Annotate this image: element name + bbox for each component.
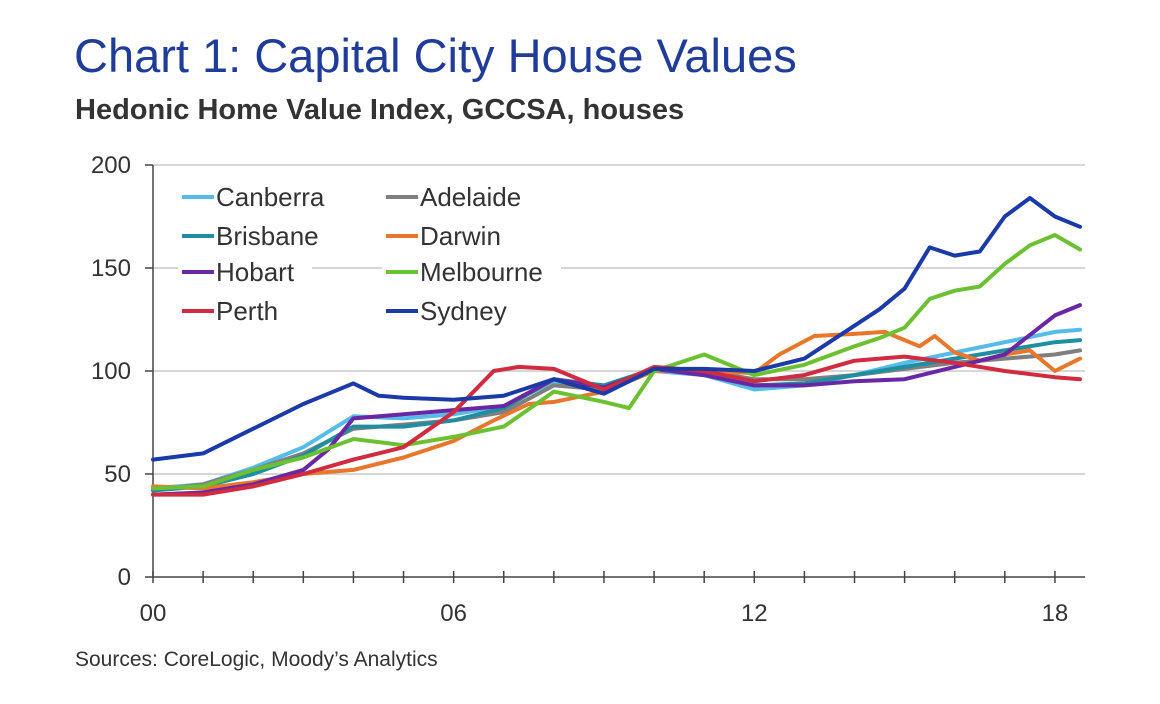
chart-subtitle: Hedonic Home Value Index, GCCSA, houses	[75, 94, 685, 126]
legend-label-sydney: Sydney	[420, 296, 507, 326]
y-tick-label-0: 0	[118, 564, 131, 591]
legend-label-brisbane: Brisbane	[216, 221, 319, 251]
legend: Canberra Adelaide Brisbane Darwin Hobart Melb…	[178, 180, 561, 328]
x-tick-label-00: 00	[140, 600, 167, 627]
axes: 0 50 100 150 200 00 06 12 18	[91, 152, 1085, 627]
legend-label-hobart: Hobart	[216, 257, 295, 287]
x-tick-label-12: 12	[741, 600, 768, 627]
y-tick-label-50: 50	[104, 461, 131, 488]
series-line-melbourne	[151, 233, 1082, 491]
y-tick-label-100: 100	[91, 358, 131, 385]
legend-label-canberra: Canberra	[216, 182, 325, 212]
series-line-darwin	[151, 329, 1082, 491]
series-line-perth	[151, 354, 1082, 497]
legend-label-adelaide: Adelaide	[420, 182, 521, 212]
source-note: Sources: CoreLogic, Moody’s Analytics	[75, 648, 438, 671]
series-line-sydney	[151, 196, 1082, 462]
legend-label-melbourne: Melbourne	[420, 257, 543, 287]
legend-label-darwin: Darwin	[420, 221, 501, 251]
x-tick-label-18: 18	[1042, 600, 1069, 627]
series-line-hobart	[151, 303, 1082, 497]
y-tick-label-200: 200	[91, 152, 131, 179]
legend-label-perth: Perth	[216, 296, 278, 326]
chart-title: Chart 1: Capital City House Values	[74, 29, 797, 82]
series-lines	[151, 196, 1082, 497]
x-tick-label-06: 06	[440, 600, 467, 627]
y-tick-label-150: 150	[91, 255, 131, 282]
